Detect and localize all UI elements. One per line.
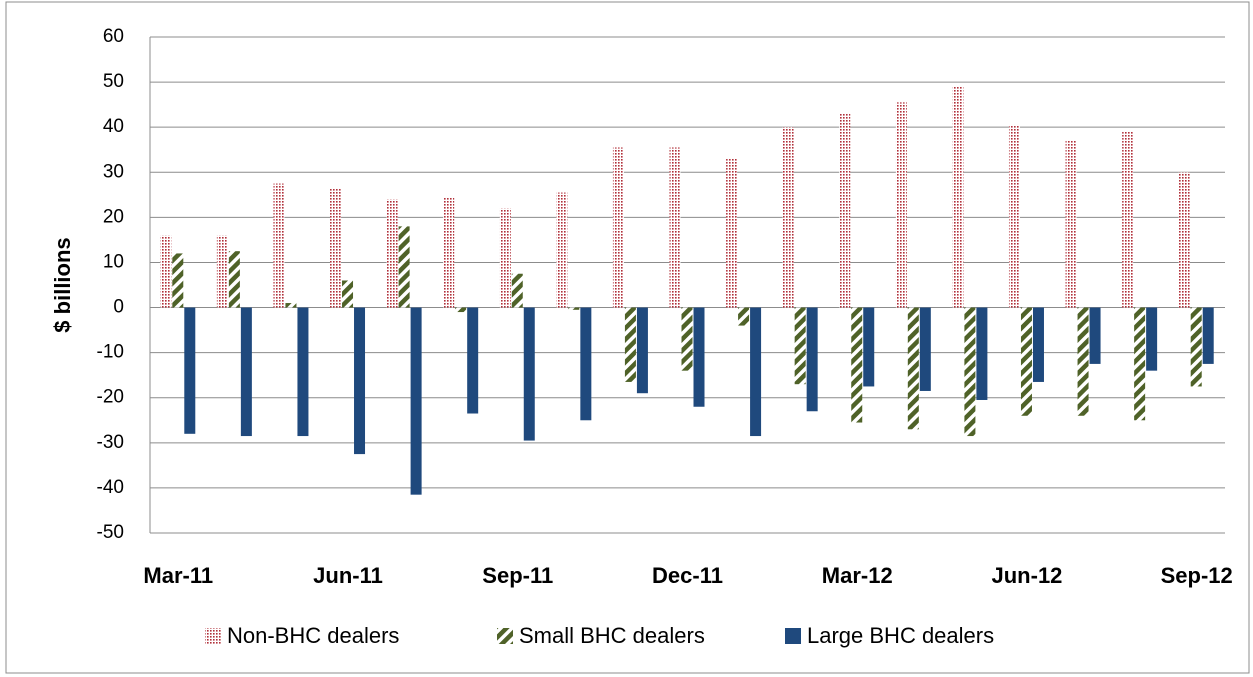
- bar: [1122, 131, 1134, 308]
- bar: [782, 127, 794, 308]
- legend-label: Small BHC dealers: [519, 623, 705, 648]
- bar: [863, 307, 875, 387]
- legend-swatch: [497, 628, 513, 644]
- bar: [1032, 307, 1044, 382]
- x-tick-label: Jun-12: [992, 563, 1063, 588]
- bar: [172, 253, 184, 308]
- bar: [1077, 307, 1089, 416]
- bar: [398, 226, 410, 308]
- bar: [499, 208, 511, 308]
- bar: [636, 307, 648, 394]
- bar: [1178, 172, 1190, 308]
- bar: [273, 183, 285, 308]
- y-axis-label: $ billions: [50, 237, 75, 332]
- bar: [919, 307, 931, 391]
- bar: [511, 273, 523, 308]
- y-tick-label: -30: [97, 432, 124, 453]
- bar: [1202, 307, 1214, 364]
- bar: [410, 307, 422, 495]
- bar: [467, 307, 479, 414]
- bar: [160, 235, 172, 308]
- y-tick-label: 0: [113, 297, 124, 318]
- bar: [240, 307, 252, 437]
- y-tick-label: 10: [103, 251, 124, 272]
- bar: [738, 307, 750, 326]
- y-tick-label: -20: [97, 387, 124, 408]
- bar: [1190, 307, 1202, 387]
- legend-swatch: [785, 628, 801, 644]
- bar: [726, 158, 738, 308]
- bar: [1065, 140, 1077, 308]
- bar: [806, 307, 818, 412]
- y-tick-label: 40: [103, 116, 124, 137]
- bar: [976, 307, 988, 400]
- bar: [342, 280, 354, 308]
- bar: [907, 307, 919, 430]
- bar: [297, 307, 309, 437]
- bar: [1008, 124, 1020, 308]
- y-tick-label: 60: [103, 26, 124, 47]
- bar: [330, 188, 342, 308]
- bar: [228, 251, 240, 308]
- legend-label: Large BHC dealers: [807, 623, 994, 648]
- y-tick-label: 50: [103, 71, 124, 92]
- bar: [285, 303, 297, 308]
- y-tick-label: 30: [103, 161, 124, 182]
- bar: [386, 199, 398, 308]
- bar: [964, 307, 976, 437]
- bar: [556, 192, 568, 308]
- x-tick-label: Mar-11: [143, 563, 213, 588]
- bar: [839, 113, 851, 308]
- bar: [580, 307, 592, 421]
- bar: [851, 307, 863, 423]
- bar: [612, 147, 624, 308]
- bar: [216, 235, 228, 308]
- bar: [1089, 307, 1101, 364]
- y-tick-label: -40: [97, 477, 124, 498]
- x-tick-label: Sep-11: [482, 563, 553, 588]
- bar: [895, 102, 907, 308]
- y-tick-label: -50: [97, 522, 124, 543]
- legend-label: Non-BHC dealers: [227, 623, 399, 648]
- x-tick-label: Jun-11: [313, 563, 383, 588]
- bar: [443, 197, 455, 308]
- x-tick-label: Dec-11: [652, 563, 723, 588]
- bar: [1146, 307, 1158, 371]
- bar: [354, 307, 366, 455]
- y-tick-label: -10: [97, 342, 124, 363]
- x-tick-label: Sep-12: [1161, 563, 1233, 588]
- bar: [952, 86, 964, 308]
- y-tick-label: 20: [103, 206, 124, 227]
- legend-swatch: [205, 628, 221, 644]
- bar: [184, 307, 196, 434]
- bar: [794, 307, 806, 385]
- bar: [681, 307, 693, 371]
- bar: [455, 307, 467, 313]
- bar: [693, 307, 705, 407]
- bar: [568, 307, 580, 310]
- bar: [750, 307, 762, 437]
- bar: [624, 307, 636, 382]
- bar: [523, 307, 535, 441]
- bar: [669, 147, 681, 308]
- bar: [1134, 307, 1146, 421]
- bar: [1020, 307, 1032, 416]
- x-tick-label: Mar-12: [822, 563, 893, 588]
